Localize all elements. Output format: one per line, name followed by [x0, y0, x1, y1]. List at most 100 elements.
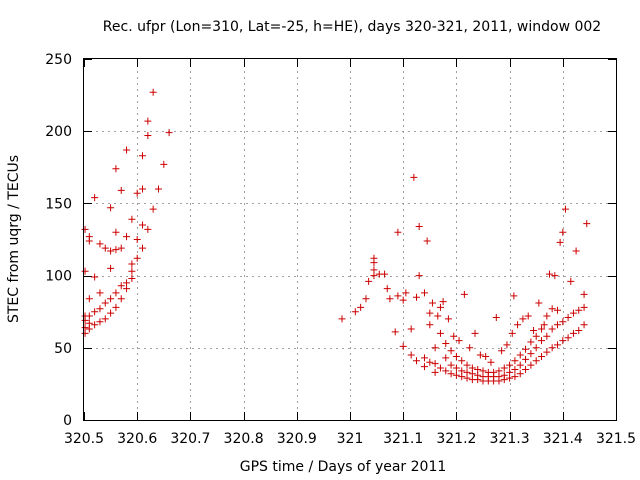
y-tick-label: 150	[45, 196, 72, 212]
data-point	[452, 364, 460, 372]
data-point	[548, 325, 556, 333]
data-point	[351, 308, 359, 316]
data-point	[149, 205, 157, 213]
data-point	[455, 337, 463, 345]
data-point	[463, 368, 471, 376]
data-point	[117, 282, 125, 290]
data-point	[139, 152, 147, 160]
data-point	[490, 368, 498, 376]
data-point	[420, 363, 428, 371]
data-point	[117, 295, 125, 303]
data-point	[133, 189, 141, 197]
data-point	[426, 321, 434, 329]
data-point	[370, 266, 378, 274]
data-point	[128, 267, 136, 275]
data-point	[431, 368, 439, 376]
data-point	[101, 315, 109, 323]
axis-ticks	[84, 59, 617, 421]
data-point	[85, 295, 93, 303]
data-point	[583, 220, 591, 228]
data-point	[516, 361, 524, 369]
data-point	[580, 303, 588, 311]
y-axis-title: STEC from uqrg / TECUs	[6, 155, 22, 323]
data-point	[522, 345, 530, 353]
plot-frame	[83, 58, 617, 421]
data-point	[538, 337, 546, 345]
data-point	[133, 254, 141, 262]
data-point	[553, 341, 561, 349]
data-point	[96, 305, 104, 313]
x-tick-label: 321.4	[543, 431, 583, 447]
data-point	[431, 344, 439, 352]
data-point	[426, 358, 434, 366]
data-point	[442, 339, 450, 347]
data-point	[434, 312, 442, 320]
data-point	[516, 370, 524, 378]
x-tick-label: 320.5	[64, 431, 104, 447]
data-point	[415, 223, 423, 231]
data-point	[407, 325, 415, 333]
data-point	[442, 367, 450, 375]
data-point	[370, 254, 378, 262]
data-points	[81, 88, 591, 385]
data-point	[91, 321, 99, 329]
data-point	[407, 351, 415, 359]
data-point	[479, 367, 487, 375]
y-tick-label: 250	[45, 52, 72, 68]
data-point	[428, 299, 436, 307]
x-tick-label: 321	[337, 431, 364, 447]
data-point	[500, 371, 508, 379]
data-point	[85, 233, 93, 241]
data-point	[112, 165, 120, 173]
data-point	[500, 364, 508, 372]
x-tick-label: 321.3	[490, 431, 530, 447]
x-axis-title: GPS time / Days of year 2011	[240, 459, 447, 475]
data-point	[117, 186, 125, 194]
x-tick-label: 320.9	[277, 431, 317, 447]
data-point	[553, 306, 561, 314]
data-point	[559, 228, 567, 236]
data-point	[81, 324, 89, 332]
data-point	[431, 360, 439, 368]
data-point	[532, 357, 540, 365]
data-point	[476, 351, 484, 359]
y-tick-label: 50	[54, 341, 72, 357]
data-point	[399, 296, 407, 304]
data-point	[519, 315, 527, 323]
data-point	[447, 347, 455, 355]
data-point	[458, 357, 466, 365]
data-point	[96, 289, 104, 297]
data-point	[447, 361, 455, 369]
data-point	[394, 292, 402, 300]
data-point	[101, 299, 109, 307]
x-tick-label: 320.8	[224, 431, 264, 447]
data-point	[543, 332, 551, 340]
data-point	[556, 238, 564, 246]
data-point	[365, 277, 373, 285]
data-point	[522, 365, 530, 373]
x-tick-label: 320.7	[170, 431, 210, 447]
data-point	[436, 303, 444, 311]
data-point	[535, 299, 543, 307]
data-point	[553, 321, 561, 329]
data-point	[559, 337, 567, 345]
chart-title: Rec. ufpr (Lon=310, Lat=-25, h=HE), days…	[103, 19, 601, 35]
data-point	[383, 285, 391, 293]
data-point	[107, 309, 115, 317]
data-point	[420, 289, 428, 297]
data-point	[91, 308, 99, 316]
data-point	[133, 236, 141, 243]
data-point	[112, 246, 120, 254]
data-point	[482, 352, 490, 360]
data-point	[527, 350, 535, 358]
data-point	[413, 357, 420, 365]
data-point	[107, 247, 115, 255]
data-point	[423, 237, 431, 245]
data-point	[492, 313, 500, 321]
data-point	[410, 173, 418, 181]
data-point	[399, 342, 407, 350]
data-point	[511, 365, 519, 373]
data-point	[567, 277, 575, 285]
data-point	[128, 215, 136, 223]
data-point	[338, 315, 346, 323]
